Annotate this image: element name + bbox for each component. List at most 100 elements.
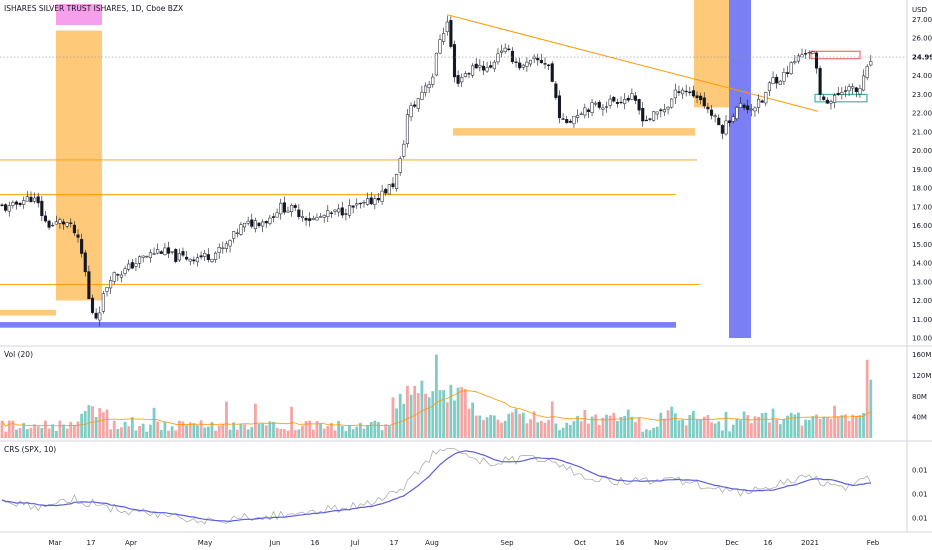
volume-bar bbox=[547, 419, 551, 438]
candle-body bbox=[145, 255, 149, 258]
candle-body bbox=[395, 174, 399, 189]
volume-bar bbox=[98, 408, 102, 438]
volume-bar bbox=[159, 429, 163, 438]
volume-bar bbox=[478, 415, 482, 438]
candle-body bbox=[557, 95, 562, 119]
candle-body bbox=[771, 77, 775, 85]
volume-bar bbox=[804, 419, 808, 438]
volume-bar bbox=[138, 426, 141, 438]
candle-body bbox=[594, 102, 598, 105]
candle-body bbox=[290, 205, 294, 213]
volume-bar bbox=[833, 405, 836, 438]
candle-body bbox=[471, 65, 475, 76]
candle-body bbox=[250, 219, 254, 227]
candle-body bbox=[217, 247, 221, 253]
volume-bar bbox=[69, 421, 73, 438]
candle-body bbox=[134, 263, 138, 267]
candle-body bbox=[463, 73, 467, 77]
volume-tick-label: 120M bbox=[912, 372, 931, 380]
candle-body bbox=[69, 222, 73, 224]
candle-body bbox=[159, 251, 163, 254]
candle-body bbox=[670, 98, 674, 108]
volume-bar bbox=[163, 421, 167, 438]
volume-bar bbox=[174, 430, 178, 438]
volume-bar bbox=[800, 425, 804, 438]
candle-body bbox=[539, 60, 543, 64]
volume-bar bbox=[453, 400, 456, 438]
candle-body bbox=[282, 202, 286, 213]
volume-bar bbox=[590, 416, 594, 438]
candle-body bbox=[547, 64, 551, 66]
candle-body bbox=[268, 217, 272, 224]
candle-body bbox=[691, 90, 695, 97]
candle-body bbox=[822, 96, 826, 100]
volume-bar bbox=[489, 414, 493, 438]
candle-body bbox=[170, 251, 174, 253]
candle-body bbox=[14, 201, 19, 205]
volume-bar bbox=[854, 415, 858, 438]
volume-bar bbox=[717, 421, 721, 438]
volume-bar bbox=[304, 420, 308, 438]
volume-bar bbox=[94, 417, 98, 438]
candle-body bbox=[333, 209, 337, 212]
volume-bar bbox=[351, 429, 355, 438]
candle-body bbox=[612, 96, 616, 102]
volume-bar bbox=[44, 420, 47, 438]
candle-body bbox=[840, 92, 844, 95]
volume-bar bbox=[152, 407, 156, 438]
candle-body bbox=[148, 252, 152, 258]
volume-bar bbox=[272, 421, 275, 438]
candle-body bbox=[688, 91, 692, 93]
candle-body bbox=[749, 108, 753, 111]
volume-bar bbox=[76, 421, 80, 438]
volume-bar bbox=[282, 429, 286, 438]
volume-bar bbox=[637, 417, 641, 438]
blue-vertical-band bbox=[729, 0, 751, 338]
volume-bar bbox=[663, 418, 666, 438]
candle-body bbox=[279, 202, 283, 215]
candle-body bbox=[65, 222, 69, 227]
volume-bar bbox=[36, 426, 40, 438]
candle-body bbox=[662, 109, 667, 113]
candle-body bbox=[311, 218, 315, 220]
volume-bar bbox=[308, 420, 312, 438]
candle-body bbox=[666, 106, 670, 110]
volume-bar bbox=[261, 423, 265, 438]
candle-body bbox=[753, 107, 757, 112]
volume-bar bbox=[529, 419, 532, 438]
candle-body bbox=[271, 216, 276, 218]
price-axis: 27.0026.0025.0024.0023.0022.0021.0020.00… bbox=[912, 16, 932, 343]
candle-body bbox=[677, 91, 681, 93]
candle-body bbox=[507, 48, 511, 50]
candle-body bbox=[326, 210, 330, 217]
candle-body bbox=[778, 80, 782, 85]
candle-body bbox=[626, 97, 630, 101]
crs-axis: 0.01 0.01 0.01 bbox=[912, 467, 928, 523]
candle-body bbox=[293, 205, 297, 208]
candle-body bbox=[337, 208, 341, 213]
candle-body bbox=[572, 115, 576, 125]
volume-bar bbox=[243, 424, 246, 438]
price-tick-label: 13.00 bbox=[912, 278, 932, 286]
volume-bar bbox=[116, 428, 120, 438]
candle-body bbox=[90, 297, 95, 313]
candle-body bbox=[315, 217, 319, 221]
candle-body bbox=[576, 115, 580, 118]
volume-bar bbox=[583, 410, 587, 438]
candle-body bbox=[109, 280, 113, 289]
candle-body bbox=[177, 253, 181, 261]
volume-bar bbox=[825, 417, 829, 438]
candle-body bbox=[474, 63, 478, 69]
volume-bar bbox=[47, 428, 51, 438]
candle-body bbox=[101, 293, 105, 312]
volume-bar bbox=[608, 415, 612, 438]
candle-body bbox=[130, 262, 134, 269]
volume-bar bbox=[319, 423, 322, 438]
volume-bar bbox=[532, 411, 536, 438]
volume-bar bbox=[587, 423, 590, 438]
volume-bar bbox=[460, 387, 464, 438]
volume-bar bbox=[254, 403, 257, 438]
volume-bar bbox=[123, 421, 127, 438]
candle-body bbox=[36, 196, 40, 204]
candle-body bbox=[43, 215, 47, 222]
